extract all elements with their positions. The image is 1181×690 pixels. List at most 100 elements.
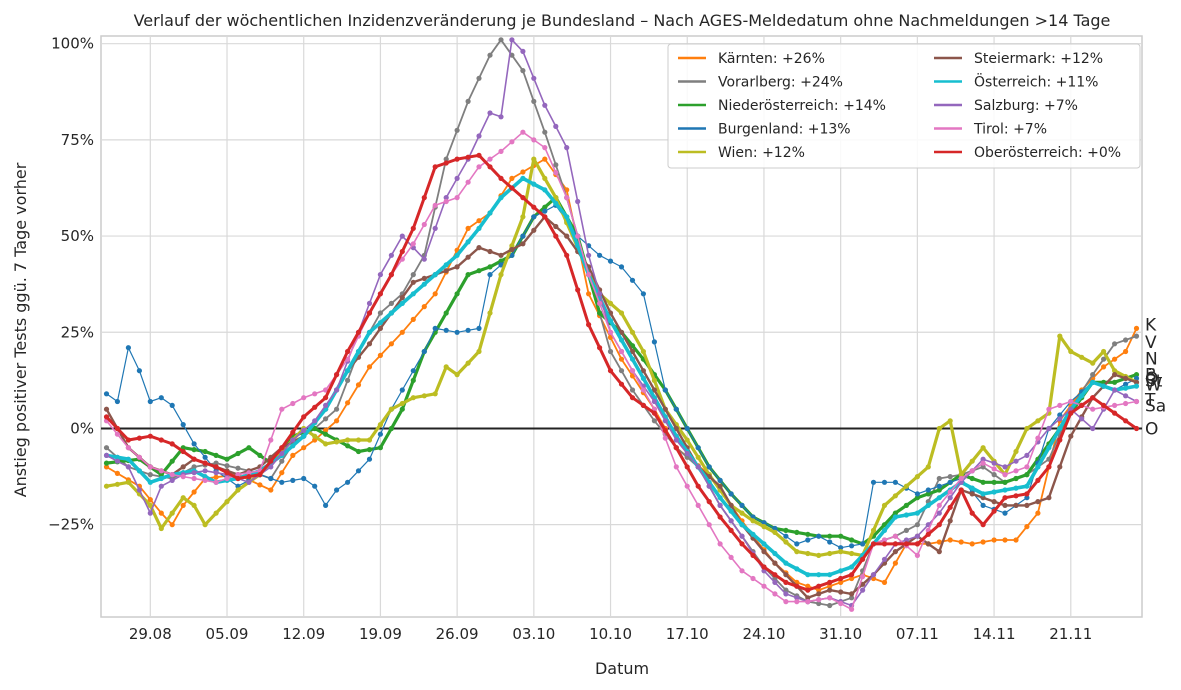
data-point (739, 502, 745, 508)
legend-item: Österreich: +11% (934, 73, 1098, 91)
data-point (827, 587, 833, 593)
data-point (180, 422, 186, 428)
data-point (125, 464, 131, 470)
data-point (1057, 437, 1063, 443)
data-point (903, 537, 910, 543)
data-point (673, 437, 679, 443)
data-point (1024, 524, 1030, 530)
data-point (432, 391, 438, 397)
x-tick-label: 17.10 (666, 625, 709, 643)
data-point (180, 448, 186, 455)
data-point (662, 435, 668, 441)
data-point (772, 529, 778, 536)
data-point (1013, 485, 1019, 491)
data-point (1079, 416, 1085, 422)
data-point (443, 262, 449, 268)
data-point (761, 583, 767, 589)
data-point (1002, 464, 1008, 470)
data-point (169, 522, 175, 528)
data-point (1123, 418, 1129, 424)
data-point (629, 368, 636, 374)
data-point (531, 214, 537, 220)
data-point (487, 164, 493, 170)
data-point (794, 583, 800, 589)
data-point (334, 439, 340, 445)
data-point (860, 574, 866, 580)
data-point (706, 499, 712, 505)
data-point (235, 472, 241, 478)
data-point (717, 502, 723, 508)
data-point (147, 497, 153, 503)
data-point (213, 470, 219, 476)
data-point (158, 472, 164, 478)
data-point (892, 479, 899, 485)
data-point (662, 406, 668, 412)
data-point (476, 225, 482, 231)
data-point (366, 329, 373, 335)
data-point (706, 483, 712, 489)
data-point (903, 502, 910, 508)
data-point (366, 300, 373, 306)
data-point (103, 452, 110, 458)
data-point (816, 597, 822, 603)
data-point (947, 479, 953, 485)
data-point (717, 477, 723, 483)
data-point (498, 272, 504, 278)
data-point (1046, 495, 1052, 501)
data-point (881, 479, 888, 485)
data-point (969, 491, 975, 497)
data-point (607, 329, 614, 335)
data-point (1068, 398, 1074, 405)
data-point (936, 425, 942, 432)
data-point (542, 156, 548, 162)
data-point (377, 325, 383, 331)
data-point (279, 445, 285, 451)
data-point (662, 427, 668, 433)
data-point (279, 479, 285, 485)
data-point (564, 195, 570, 201)
data-point (629, 348, 636, 355)
data-point (169, 458, 175, 464)
data-point (301, 427, 307, 433)
data-point (180, 495, 186, 501)
data-point (1046, 464, 1052, 470)
data-point (377, 291, 383, 297)
data-point (1112, 372, 1118, 378)
data-point (936, 510, 942, 516)
data-point (520, 169, 526, 175)
data-point (980, 460, 986, 466)
data-point (794, 549, 800, 555)
data-point (312, 404, 318, 410)
data-point (366, 310, 373, 316)
data-point (388, 310, 394, 316)
data-point (224, 470, 230, 476)
legend-label: Wien: +12% (718, 145, 805, 161)
data-point (158, 510, 164, 516)
data-point (838, 549, 844, 555)
data-point (618, 381, 625, 387)
data-point (761, 549, 767, 555)
data-point (903, 541, 910, 547)
data-point (783, 527, 789, 534)
data-point (673, 464, 679, 470)
data-point (728, 502, 734, 508)
data-point (750, 531, 756, 537)
data-point (586, 322, 592, 328)
data-point (213, 464, 219, 470)
data-point (892, 533, 899, 539)
data-point (1133, 333, 1140, 339)
data-point (454, 372, 460, 378)
data-point (542, 102, 548, 108)
data-point (334, 418, 340, 424)
data-point (542, 145, 548, 151)
data-point (1090, 395, 1096, 401)
data-point (958, 487, 964, 493)
data-point (969, 541, 975, 547)
data-point (235, 487, 241, 493)
data-point (1057, 416, 1063, 422)
data-point (640, 387, 647, 393)
data-point (1002, 479, 1008, 485)
data-point (498, 175, 504, 181)
data-point (377, 272, 383, 278)
data-point (114, 425, 120, 432)
